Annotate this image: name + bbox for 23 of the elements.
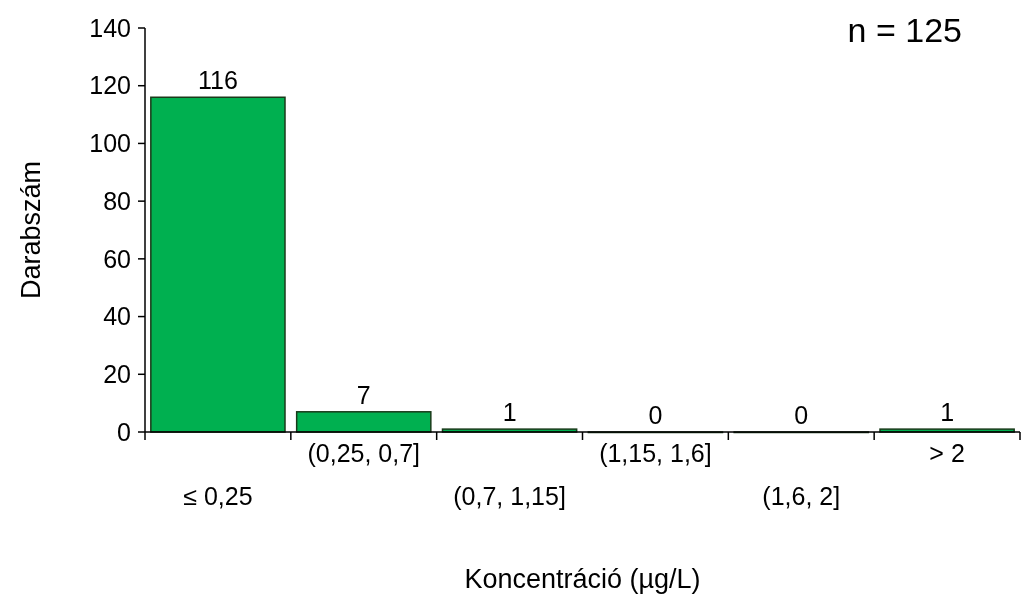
data-label: 7 [356, 380, 371, 409]
y-tick-label: 0 [117, 417, 131, 446]
data-label: 1 [940, 398, 955, 427]
y-axis-title: Darabszám [16, 160, 46, 300]
x-tick-label: ≤ 0,25 [183, 482, 253, 510]
y-tick-label: 120 [89, 71, 131, 100]
y-tick-label: 140 [89, 13, 131, 42]
y-tick-label: 100 [89, 129, 131, 158]
data-label: 0 [794, 401, 809, 429]
y-tick-label: 80 [103, 186, 131, 215]
x-tick-label: > 2 [929, 439, 965, 467]
x-tick-label: (1,15, 1,6] [599, 439, 712, 467]
data-label: 116 [197, 66, 238, 95]
x-tick-label: (1,6, 2] [762, 482, 841, 510]
x-tick-label: (0,7, 1,15] [453, 482, 566, 510]
x-tick-label: (0,25, 0,7] [307, 439, 421, 467]
annotation: n = 125 [847, 11, 962, 49]
y-tick-label: 40 [103, 302, 131, 331]
x-axis-title: Koncentráció (µg/L) [464, 564, 701, 594]
y-tick-label: 60 [103, 244, 131, 273]
y-tick-label: 20 [103, 360, 131, 389]
data-label: 0 [648, 401, 663, 429]
data-label: 1 [502, 398, 517, 427]
